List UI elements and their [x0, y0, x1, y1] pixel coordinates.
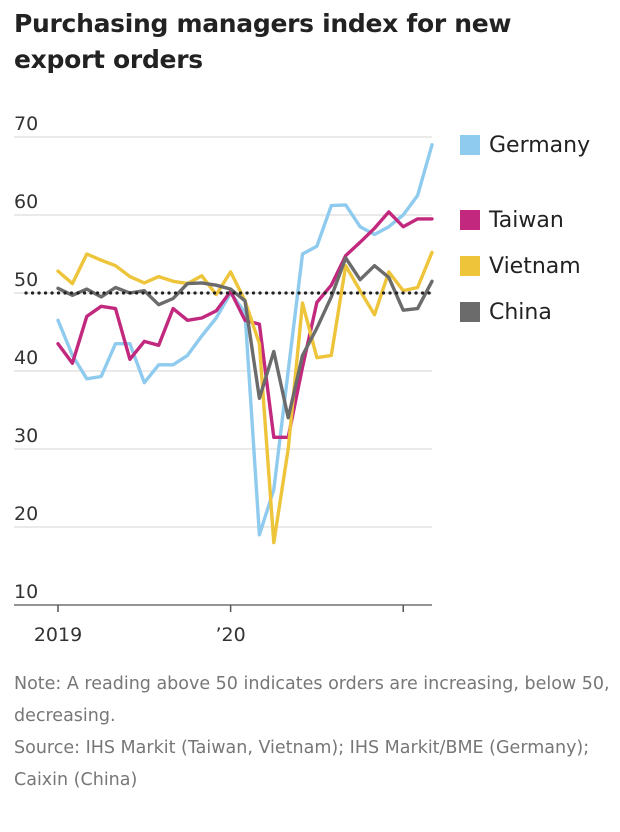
grid-lines — [14, 136, 432, 606]
series-line-vietnam — [56, 250, 434, 545]
y-tick-label: 40 — [14, 347, 38, 369]
legend-swatch — [460, 210, 480, 230]
legend-item-vietnam: Vietnam — [460, 254, 581, 279]
y-tick-label: 10 — [14, 581, 38, 603]
legend-label: China — [489, 300, 552, 325]
y-tick-label: 20 — [14, 503, 38, 525]
legend-label: Vietnam — [489, 254, 581, 279]
y-tick-label: 60 — [14, 191, 38, 213]
x-tick-label: ’20 — [216, 624, 246, 646]
legend-item-germany: Germany — [460, 133, 590, 158]
legend-label: Germany — [489, 133, 590, 158]
legend-label: Taiwan — [488, 208, 564, 233]
y-tick-label: 30 — [14, 425, 38, 447]
series-line-china — [56, 256, 434, 420]
y-tick-label: 50 — [14, 269, 38, 291]
chart-source: Source: IHS Markit (Taiwan, Vietnam); IH… — [14, 738, 590, 790]
series-lines — [56, 143, 434, 545]
legend-swatch — [460, 135, 480, 155]
y-axis-ticks: 10 20 30 40 50 60 70 — [14, 113, 38, 603]
legend-swatch — [460, 256, 480, 276]
chart-notes: Note: A reading above 50 indicates order… — [14, 668, 610, 796]
y-tick-label: 70 — [14, 113, 38, 135]
legend-swatch — [460, 302, 480, 322]
x-axis: 2019 ’20 — [34, 605, 404, 646]
x-tick-label: 2019 — [34, 624, 82, 646]
chart-note: Note: A reading above 50 indicates order… — [14, 674, 610, 726]
legend-item-taiwan: Taiwan — [460, 208, 564, 233]
legend-item-china: China — [460, 300, 552, 325]
series-line-germany — [56, 143, 434, 537]
series-line-taiwan — [56, 210, 434, 439]
chart-title: Purchasing managers index for new export… — [14, 9, 512, 74]
line-chart: 10 20 30 40 50 60 70 2019 ’20 Germany Taiwan Viet… — [14, 113, 590, 646]
legend: Germany Taiwan Vietnam China — [460, 133, 590, 325]
